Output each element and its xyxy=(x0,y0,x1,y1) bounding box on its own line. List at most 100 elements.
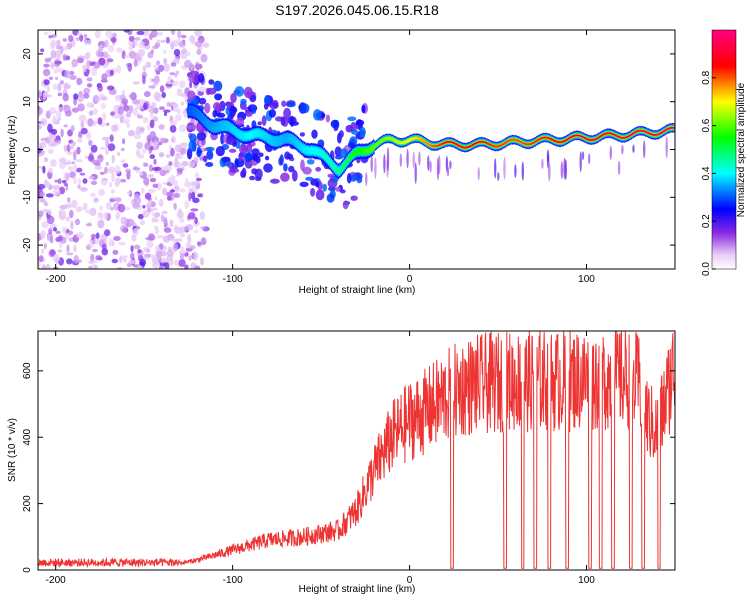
spectrogram-cell xyxy=(263,163,273,173)
spectrogram-streak xyxy=(497,172,500,181)
spectrogram-cell xyxy=(200,226,205,230)
spectrogram-cell xyxy=(165,83,173,87)
colorbar-tick-label: 0.6 xyxy=(701,118,712,132)
spectrogram-cell xyxy=(38,210,44,217)
spectrogram-cell xyxy=(249,175,256,181)
spectrogram-cell xyxy=(156,234,164,239)
spectrogram-cell xyxy=(56,110,62,119)
spectrogram-cell xyxy=(106,202,112,210)
spectrogram-cell xyxy=(62,53,67,61)
spectrogram-streak xyxy=(414,162,417,184)
spectrogram-cell xyxy=(149,77,154,83)
spectrogram-cell xyxy=(339,148,348,158)
spectrogram-cell xyxy=(127,190,132,196)
spectrogram-cell xyxy=(306,159,315,165)
spectrogram-cell xyxy=(67,197,71,203)
spectrogram-cell xyxy=(251,148,260,156)
spectrogram-cell xyxy=(168,161,173,166)
spectrogram-ytick-label: 20 xyxy=(22,48,33,60)
spectrogram-cell xyxy=(164,262,170,269)
spectrogram-cell xyxy=(123,118,130,125)
spectrogram-cell xyxy=(200,257,204,266)
spectrogram-cell xyxy=(175,185,180,193)
spectrogram-cell xyxy=(280,172,290,182)
spectrogram-cell xyxy=(161,92,166,99)
spectrogram-cell xyxy=(291,170,298,182)
spectrogram-cell xyxy=(38,261,41,269)
spectrogram-streak xyxy=(386,147,390,172)
spectrogram-cell xyxy=(166,195,172,201)
spectrogram-cell xyxy=(46,215,55,225)
spectrogram-cell xyxy=(151,167,159,171)
colorbar-tick-label: 0.4 xyxy=(701,166,712,180)
spectrogram-cell xyxy=(158,124,165,130)
spectrogram-cell xyxy=(58,157,67,164)
spectrogram-cell xyxy=(116,47,123,53)
spectrogram-cell xyxy=(126,171,131,180)
spectrogram-cell xyxy=(53,227,57,232)
chart-title: S197.2026.045.06.15.R18 xyxy=(275,2,439,18)
spectrogram-cell xyxy=(73,93,79,100)
spectrogram-streak xyxy=(546,149,550,163)
spectrogram-cell xyxy=(123,105,130,112)
spectrogram-cell xyxy=(179,80,186,88)
spectrogram-cell xyxy=(83,92,89,99)
spectrogram-cell xyxy=(322,183,328,192)
spectrogram-cell xyxy=(142,209,150,218)
spectrogram-cell xyxy=(85,223,92,227)
spectrogram-cell xyxy=(83,87,91,94)
spectrogram-cell xyxy=(65,110,72,117)
spectrogram-cell xyxy=(148,85,156,89)
spectrogram-cell xyxy=(47,148,54,155)
spectrogram-cell xyxy=(169,219,174,228)
spectrogram-cell xyxy=(39,141,47,148)
spectrogram-cell xyxy=(156,39,161,45)
spectrogram-cell xyxy=(150,145,154,151)
spectrogram-cell xyxy=(153,77,159,86)
spectrogram-cell xyxy=(115,212,121,219)
spectrogram-cell xyxy=(86,77,93,82)
spectrogram-cell xyxy=(125,111,132,118)
spectrogram-cell xyxy=(151,216,158,222)
spectrogram-cell xyxy=(174,57,180,65)
spectrogram-cell xyxy=(118,241,126,246)
spectrogram-cell xyxy=(289,115,295,127)
spectrogram-cell xyxy=(111,115,120,119)
spectrogram-cell xyxy=(42,165,46,174)
snr-xtick-label: 0 xyxy=(407,575,413,586)
spectrogram-cell xyxy=(128,259,137,265)
spectrogram-cell xyxy=(198,193,204,198)
spectrogram-cell xyxy=(137,249,142,254)
spectrogram-streak xyxy=(370,155,373,173)
spectrogram-cell xyxy=(87,39,92,46)
spectrogram-cell xyxy=(63,144,67,152)
spectrogram-cell xyxy=(95,255,102,261)
spectrogram-cell xyxy=(148,164,153,172)
spectrogram-cell xyxy=(99,205,103,211)
spectrogram-ytick-label: 10 xyxy=(22,96,33,108)
spectrogram-cell xyxy=(90,233,97,239)
spectrogram-cell xyxy=(143,162,149,167)
spectrogram-cell xyxy=(130,252,135,260)
spectrogram-cell xyxy=(88,110,94,116)
spectrogram-cell xyxy=(66,144,71,153)
spectrogram-cell xyxy=(348,142,355,148)
spectrogram-cell xyxy=(90,66,98,76)
spectrogram-cell xyxy=(107,143,116,152)
spectrogram-cell xyxy=(205,162,214,167)
spectrogram-cell xyxy=(105,161,109,166)
spectrogram-cell xyxy=(77,137,83,143)
spectrogram-cell xyxy=(200,237,207,246)
spectrogram-cell xyxy=(350,195,358,201)
spectrogram-cell xyxy=(159,169,167,177)
snr-panel: -200 -100 0 100 0 200 400 600 Height of straig… xyxy=(7,330,676,595)
spectrogram-cell xyxy=(103,39,109,48)
spectrogram-cell xyxy=(115,177,121,186)
spectrogram-cell xyxy=(82,202,88,211)
spectrogram-cell xyxy=(325,114,331,123)
spectrogram-streak xyxy=(621,144,624,155)
spectrogram-cell xyxy=(169,40,175,49)
spectrogram-ylabel: Frequency (Hz) xyxy=(7,116,18,185)
spectrogram-cell xyxy=(143,256,149,260)
